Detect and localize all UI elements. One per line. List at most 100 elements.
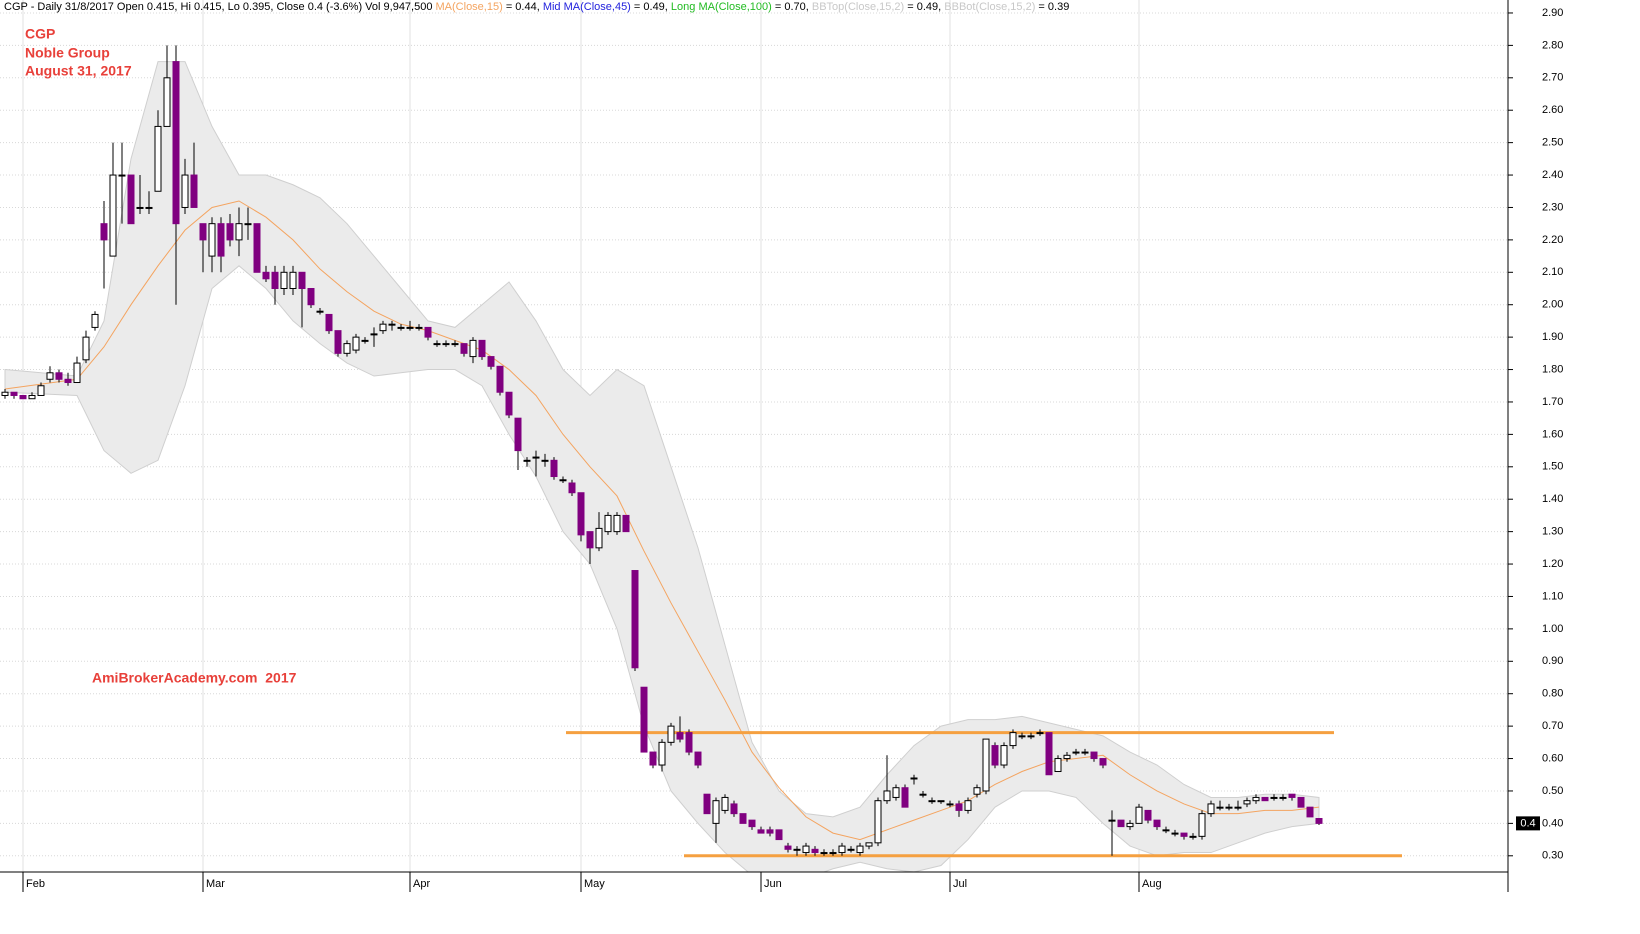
- candle-body: [919, 793, 927, 796]
- header-segment: = 0.44,: [503, 1, 543, 13]
- candle-body: [1153, 819, 1161, 828]
- candle-body: [262, 271, 270, 280]
- candle-body: [1000, 745, 1008, 766]
- candle-body: [208, 223, 216, 257]
- y-tick-label: 2.70: [1542, 72, 1563, 84]
- candle-body: [226, 223, 234, 241]
- candle-body: [10, 391, 18, 396]
- candle-body: [244, 223, 252, 226]
- candle-body: [856, 845, 864, 854]
- candle-body: [1099, 758, 1107, 766]
- candle-body: [271, 271, 279, 290]
- candle-body: [550, 459, 558, 478]
- header-segment: = 0.70,: [772, 1, 812, 13]
- y-tick-label: 0.50: [1542, 785, 1563, 797]
- y-tick-label: 1.80: [1542, 363, 1563, 375]
- candle-body: [811, 848, 819, 854]
- y-tick-label: 0.70: [1542, 720, 1563, 732]
- candle-body: [613, 514, 621, 533]
- candle-body: [712, 800, 720, 824]
- ticker-label: CGP: [25, 26, 55, 42]
- candle-body: [1072, 751, 1080, 754]
- candle-body: [1198, 813, 1206, 837]
- candle-body: [901, 787, 909, 808]
- y-tick-label: 2.50: [1542, 137, 1563, 149]
- y-tick-label: 2.00: [1542, 299, 1563, 311]
- candle-body: [55, 372, 63, 380]
- candle-body: [874, 800, 882, 844]
- candle-body: [343, 343, 351, 354]
- candle-body: [757, 829, 765, 834]
- candle-body: [964, 800, 972, 811]
- candle-body: [748, 819, 756, 828]
- candle-body: [829, 852, 837, 855]
- candle-body: [1261, 796, 1269, 802]
- y-tick-label: 2.80: [1542, 39, 1563, 51]
- company-label: Noble Group: [25, 45, 110, 61]
- candle-body: [739, 813, 747, 824]
- candle-body: [640, 686, 648, 753]
- candle-body: [370, 333, 378, 336]
- candle-body: [1090, 751, 1098, 760]
- candle-body: [127, 174, 135, 225]
- x-tick-label: Jul: [953, 878, 967, 890]
- y-tick-label: 1.20: [1542, 558, 1563, 570]
- candle-body: [415, 326, 423, 329]
- candle-body: [1063, 754, 1071, 760]
- candle-body: [694, 751, 702, 766]
- candle-body: [523, 459, 531, 462]
- header-segment: BBTop(Close,15,2): [812, 1, 904, 13]
- candle-body: [361, 339, 369, 342]
- header-segment: MA(Close,15): [436, 1, 503, 13]
- candle-body: [136, 206, 144, 209]
- x-tick-label: Aug: [1142, 878, 1162, 890]
- date-label: August 31, 2017: [25, 63, 132, 79]
- candle-body: [487, 356, 495, 367]
- candle-body: [325, 313, 333, 332]
- candle-body: [1081, 751, 1089, 754]
- moving-average: [4, 200, 1320, 841]
- y-tick-label: 2.40: [1542, 169, 1563, 181]
- candle-body: [181, 174, 189, 208]
- candle-body: [388, 323, 396, 326]
- y-tick-label: 2.30: [1542, 201, 1563, 213]
- candle-body: [775, 829, 783, 841]
- candle-body: [991, 745, 999, 766]
- candle-body: [1207, 803, 1215, 815]
- header-segment: = 0.39: [1035, 1, 1069, 13]
- candle-body: [433, 343, 441, 346]
- candle-body: [928, 800, 936, 803]
- candle-body: [622, 514, 630, 533]
- header: CGP - Daily 31/8/2017 Open 0.415, Hi 0.4…: [4, 1, 1069, 13]
- y-tick-label: 0.90: [1542, 655, 1563, 667]
- candle-body: [703, 793, 711, 815]
- candle-body: [1135, 806, 1143, 824]
- candle-body: [676, 732, 684, 740]
- y-tick-label: 1.50: [1542, 461, 1563, 473]
- grid: [0, 0, 1508, 872]
- y-tick-label: 2.20: [1542, 234, 1563, 246]
- candle-body: [820, 852, 828, 855]
- candle-body: [1252, 796, 1260, 802]
- candle-body: [955, 803, 963, 811]
- candle-body: [64, 378, 72, 384]
- y-tick-label: 2.60: [1542, 104, 1563, 116]
- candle-body: [1306, 806, 1314, 818]
- candle-body: [37, 385, 45, 396]
- y-tick-label: 1.90: [1542, 331, 1563, 343]
- header-segment: CGP - Daily 31/8/2017 Open 0.415, Hi 0.4…: [4, 1, 436, 13]
- candle-body: [352, 336, 360, 351]
- header-segment: = 0.49,: [904, 1, 944, 13]
- candle-body: [910, 777, 918, 780]
- candle-body: [307, 288, 315, 306]
- candle-body: [847, 848, 855, 851]
- candle-body: [793, 848, 801, 851]
- candle-body: [46, 372, 54, 380]
- candle-body: [1171, 832, 1179, 835]
- candle-body: [937, 800, 945, 803]
- candle-body: [505, 391, 513, 416]
- candle-body: [19, 394, 27, 400]
- header-segment: Mid MA(Close,45): [543, 1, 631, 13]
- candle-body: [154, 125, 162, 192]
- candle-body: [631, 570, 639, 669]
